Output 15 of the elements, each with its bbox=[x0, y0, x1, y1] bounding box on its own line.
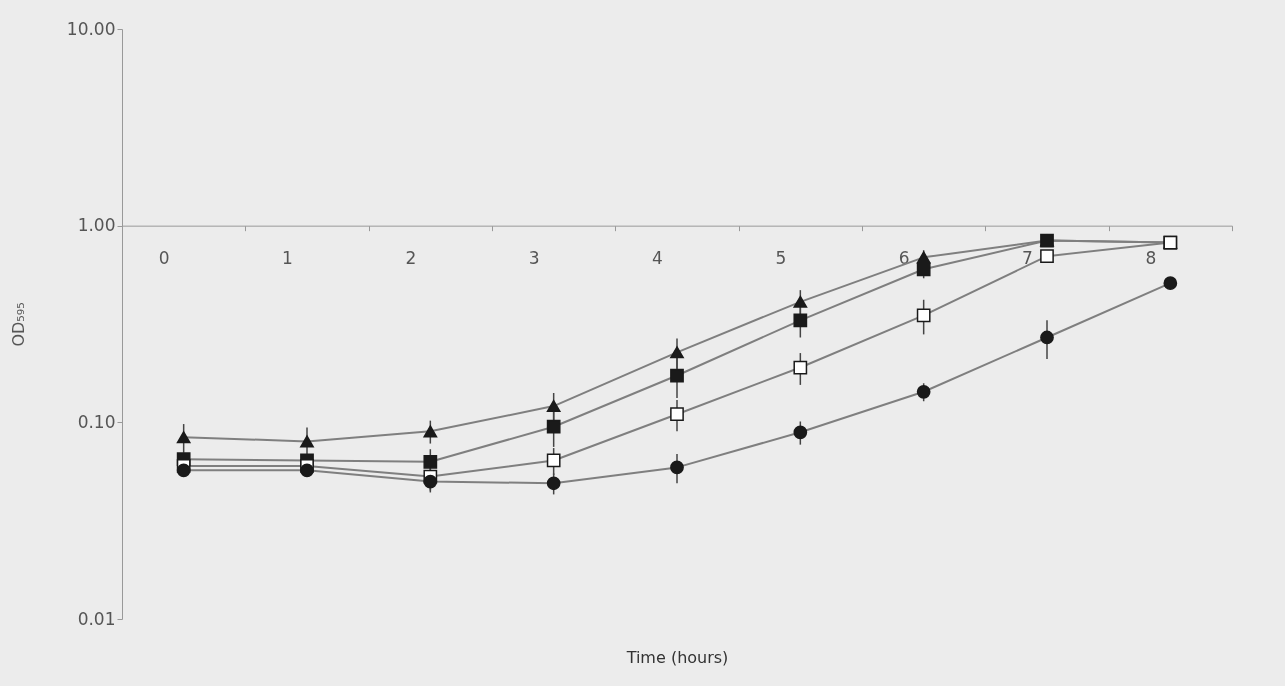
y-axis-title: OD₅₉₅ bbox=[8, 302, 28, 347]
x-tick-label: 2 bbox=[405, 248, 417, 269]
x-tick-label: 4 bbox=[652, 248, 663, 269]
x-tick-label: 1 bbox=[282, 248, 293, 269]
x-tick-label: 6 bbox=[898, 248, 910, 269]
x-tick-label: 3 bbox=[528, 248, 540, 269]
x-tick-label: 5 bbox=[775, 248, 787, 269]
x-axis-title: Time (hours) bbox=[625, 647, 729, 667]
x-tick-label: 0 bbox=[158, 248, 170, 269]
y-tick-label: 0.10 bbox=[77, 411, 116, 432]
y-tick-label: 10.00 bbox=[66, 18, 116, 39]
x-tick-label: 7 bbox=[1022, 248, 1033, 269]
x-tick-label: 8 bbox=[1145, 248, 1157, 269]
y-tick-label: 0.01 bbox=[77, 608, 116, 629]
y-tick-label: 1.00 bbox=[77, 215, 116, 236]
